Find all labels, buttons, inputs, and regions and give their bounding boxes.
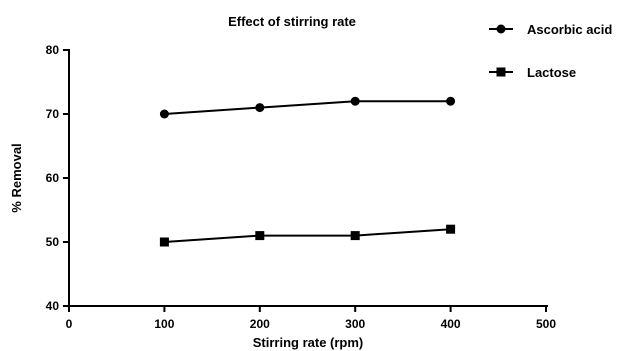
data-point-lactose <box>159 237 169 247</box>
x-tick-label: 100 <box>154 317 174 331</box>
series-ascorbic-acid <box>159 96 456 119</box>
x-tick-label: 500 <box>536 317 556 331</box>
legend-item-lactose: Lactose <box>489 65 576 80</box>
legend-marker-lactose <box>496 67 506 77</box>
data-point-ascorbic-acid <box>350 96 360 106</box>
y-ticks: 40 50 60 70 80 <box>46 43 69 313</box>
series-line-lactose <box>164 228 451 243</box>
legend-label-ascorbic-acid: Ascorbic acid <box>527 22 612 37</box>
legend-item-ascorbic-acid: Ascorbic acid <box>489 22 612 37</box>
data-point-lactose <box>350 231 360 241</box>
series-lactose <box>159 224 456 247</box>
y-tick-label: 80 <box>46 43 60 57</box>
series-layer <box>159 96 456 247</box>
axes <box>68 49 548 307</box>
y-tick-label: 70 <box>46 107 60 121</box>
data-point-ascorbic-acid <box>255 103 265 113</box>
y-tick-label: 50 <box>46 235 60 249</box>
x-tick-label: 200 <box>250 317 270 331</box>
data-point-lactose <box>446 224 456 234</box>
data-point-ascorbic-acid <box>446 96 456 106</box>
x-tick-label: 300 <box>345 317 365 331</box>
legend-marker-ascorbic-acid <box>496 24 506 34</box>
y-tick-label: 40 <box>46 299 60 313</box>
x-tick-label: 0 <box>66 317 73 331</box>
chart-title: Effect of stirring rate <box>228 14 356 29</box>
y-axis-title: % Removal <box>9 143 24 212</box>
data-point-ascorbic-acid <box>159 109 169 119</box>
y-tick-label: 60 <box>46 171 60 185</box>
legend: Ascorbic acid Lactose <box>489 22 612 80</box>
data-point-lactose <box>255 231 265 241</box>
x-tick-label: 400 <box>441 317 461 331</box>
x-ticks: 0 100 200 300 400 500 <box>66 306 556 331</box>
series-line-ascorbic-acid <box>164 100 451 115</box>
legend-label-lactose: Lactose <box>527 65 576 80</box>
x-axis-title: Stirring rate (rpm) <box>253 335 364 350</box>
